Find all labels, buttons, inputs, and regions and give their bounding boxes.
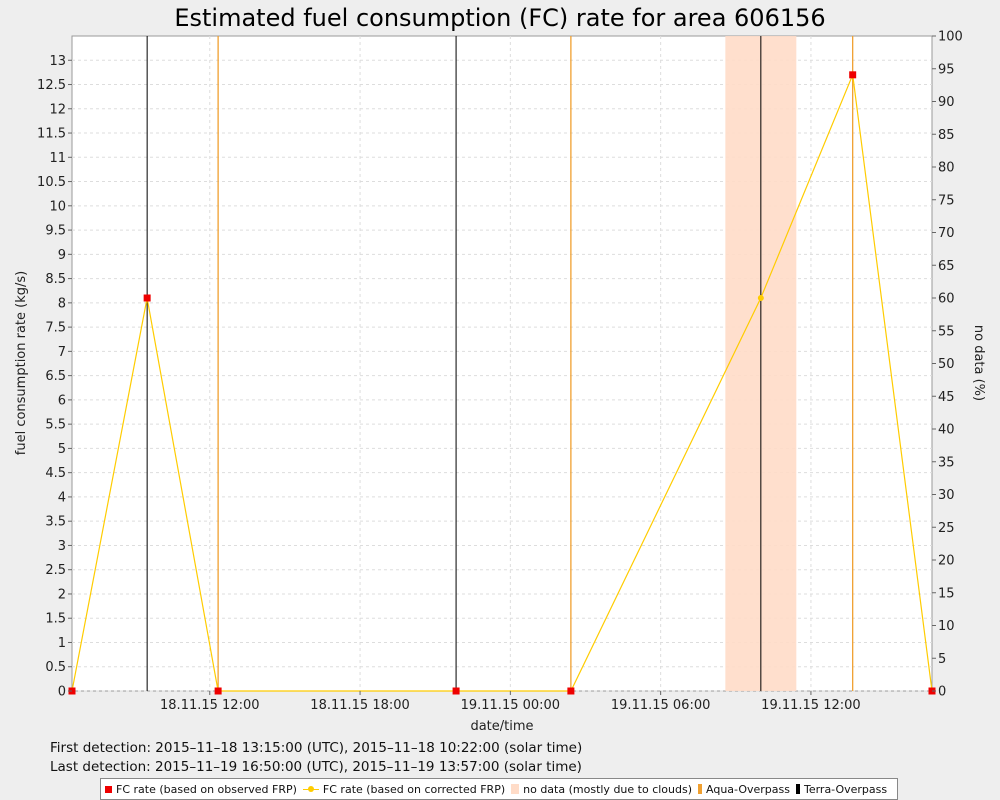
y-tick-label: 9 <box>58 248 66 263</box>
y2-tick-label: 30 <box>938 488 955 503</box>
y2-tick-label: 15 <box>938 586 955 601</box>
observed-point <box>214 687 222 695</box>
observed-point <box>452 687 460 695</box>
y-tick-label: 1.5 <box>45 612 66 627</box>
y-tick-label: 5.5 <box>45 418 66 433</box>
legend-label-terra: Terra-Overpass <box>803 782 888 796</box>
corrected-point <box>757 295 764 301</box>
y2-tick-label: 10 <box>938 619 955 634</box>
y2-tick-label: 85 <box>938 128 955 143</box>
y-tick-label: 2.5 <box>45 563 66 578</box>
legend-item-observed: FC rate (based on observed FRP) <box>105 783 297 796</box>
legend-swatch-no-data <box>511 784 520 794</box>
chart-title: Estimated fuel consumption (FC) rate for… <box>174 4 825 32</box>
y-tick-label: 4.5 <box>45 466 66 481</box>
x-tick-label: 18.11.15 12:00 <box>160 698 260 713</box>
y-tick-label: 1 <box>58 636 66 651</box>
y2-tick-label: 80 <box>938 161 955 176</box>
plot-area <box>71 35 933 692</box>
y-tick-label: 2 <box>58 587 66 602</box>
y-tick-label: 12.5 <box>37 78 66 93</box>
y-tick-label: 6 <box>58 393 66 408</box>
observed-point <box>849 71 857 79</box>
y2-tick-label: 20 <box>938 554 955 569</box>
y2-tick-label: 70 <box>938 226 955 241</box>
y-tick-label: 12 <box>49 102 66 117</box>
y2-tick-label: 60 <box>938 292 955 307</box>
y-tick-label: 10.5 <box>37 175 66 190</box>
x-tick-label: 18.11.15 18:00 <box>310 698 410 713</box>
y-tick-label: 8.5 <box>45 272 66 287</box>
legend-swatch-corrected <box>302 785 319 793</box>
observed-point <box>567 687 575 695</box>
y2-tick-label: 25 <box>938 521 955 536</box>
legend-item-no-data: no data (mostly due to clouds) <box>511 783 692 796</box>
corrected-series-line <box>71 72 933 692</box>
y2-tick-label: 45 <box>938 390 955 405</box>
y-axis-label: fuel consumption rate (kg/s) <box>14 271 29 455</box>
y-tick-label: 5 <box>58 442 66 457</box>
legend-item-terra: Terra-Overpass <box>795 782 888 796</box>
x-tick-label: 19.11.15 12:00 <box>761 698 861 713</box>
y2-tick-label: 50 <box>938 357 955 372</box>
last-detection-text: Last detection: 2015–11–19 16:50:00 (UTC… <box>50 759 582 775</box>
y2-tick-label: 35 <box>938 455 955 470</box>
y-tick-label: 3 <box>58 539 66 554</box>
y2-tick-label: 95 <box>938 62 955 77</box>
observed-point <box>143 294 151 302</box>
y2-tick-label: 75 <box>938 193 955 208</box>
legend-label-corrected: FC rate (based on corrected FRP) <box>322 782 506 796</box>
chart-legend: FC rate (based on observed FRP) FC rate … <box>100 778 899 800</box>
overpass-lines <box>146 36 854 691</box>
y-tick-label: 6.5 <box>45 369 66 384</box>
legend-label-aqua: Aqua-Overpass <box>706 782 790 796</box>
y-tick-label: 7.5 <box>45 321 66 336</box>
y-tick-label: 3.5 <box>45 515 66 530</box>
first-detection-text: First detection: 2015–11–18 13:15:00 (UT… <box>50 740 583 756</box>
y-tick-label: 0 <box>58 685 66 700</box>
legend-item-aqua: Aqua-Overpass <box>698 783 790 796</box>
legend-swatch-observed <box>105 785 112 793</box>
y2-axis-label: no data (%) <box>971 325 986 401</box>
legend-label-observed: FC rate (based on observed FRP) <box>116 782 297 796</box>
legend-swatch-aqua <box>698 784 703 794</box>
y-tick-label: 11 <box>49 151 66 166</box>
x-tick-label: 19.11.15 06:00 <box>611 698 711 713</box>
y2-tick-label: 65 <box>938 259 955 274</box>
y-axis-right: 0 5 10 15 20 25 30 35 40 45 50 55 60 65 70 75 80 85 90 95 10… <box>932 30 963 700</box>
y-tick-label: 4 <box>58 490 66 505</box>
y-tick-label: 8 <box>58 296 66 311</box>
y-axis-left: 00.511.522.533.544.555.566.577.588.599.5… <box>37 54 72 700</box>
legend-swatch-terra <box>795 784 800 794</box>
y2-tick-label: 0 <box>938 685 946 700</box>
x-axis-label: date/time <box>470 719 533 734</box>
y2-tick-label: 5 <box>938 652 946 667</box>
y-tick-label: 13 <box>49 54 66 69</box>
legend-item-corrected: FC rate (based on corrected FRP) <box>302 782 506 796</box>
y2-tick-label: 40 <box>938 423 955 438</box>
y-tick-label: 11.5 <box>37 127 66 142</box>
series-layer <box>68 71 936 695</box>
y2-tick-label: 90 <box>938 95 955 110</box>
y-tick-label: 9.5 <box>45 224 66 239</box>
y2-tick-label: 100 <box>938 30 963 45</box>
y2-tick-label: 55 <box>938 324 955 339</box>
legend-label-no-data: no data (mostly due to clouds) <box>523 782 693 796</box>
x-axis: 18.11.15 12:00 18.11.15 18:00 19.11.15 00:… <box>160 691 861 713</box>
y-tick-label: 7 <box>58 345 66 360</box>
x-tick-label: 19.11.15 00:00 <box>461 698 561 713</box>
y-tick-label: 10 <box>49 199 66 214</box>
y-tick-label: 0.5 <box>45 660 66 675</box>
